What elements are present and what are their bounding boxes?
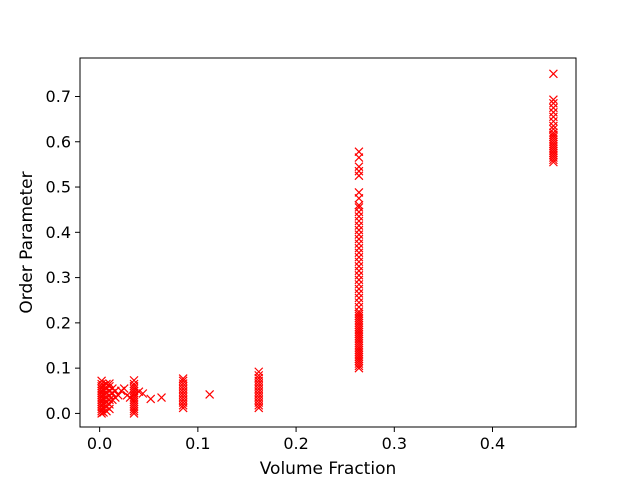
data-point — [354, 166, 364, 176]
data-point — [119, 384, 129, 393]
data-point — [354, 266, 364, 276]
data-points — [97, 69, 558, 418]
data-point — [178, 376, 188, 386]
data-point — [354, 162, 364, 172]
axes-frame — [79, 57, 577, 428]
data-point — [354, 275, 364, 285]
data-point — [354, 261, 364, 271]
data-point — [354, 202, 364, 212]
x-tick-label: 0.2 — [283, 434, 308, 453]
y-tick-label: 0.6 — [46, 132, 71, 151]
data-point — [146, 394, 156, 404]
y-tick-label: 0.2 — [46, 313, 71, 332]
data-point — [548, 103, 558, 113]
y-axis-ticks: 0.0 0.1 0.2 0.3 0.4 0.5 0.6 0.7 — [46, 87, 80, 423]
data-point — [354, 279, 364, 289]
data-point — [354, 225, 364, 235]
data-point — [138, 389, 148, 398]
data-point — [354, 221, 364, 230]
data-point — [354, 298, 364, 307]
data-point — [548, 124, 558, 134]
data-point — [354, 284, 364, 294]
data-point — [254, 370, 264, 380]
data-point — [113, 390, 123, 400]
data-point — [157, 393, 166, 402]
data-point — [129, 375, 139, 385]
y-tick-label: 0.4 — [46, 223, 71, 242]
data-point — [254, 367, 264, 377]
data-point — [354, 212, 364, 221]
data-point — [548, 112, 558, 122]
data-point — [354, 147, 364, 157]
data-point — [354, 309, 364, 319]
data-point — [354, 230, 364, 240]
data-point — [105, 379, 114, 388]
data-point — [354, 200, 364, 210]
y-tick-label: 0.5 — [46, 178, 71, 197]
data-point — [548, 69, 558, 79]
data-point — [354, 270, 364, 280]
data-point — [354, 252, 364, 262]
x-tick-label: 0.0 — [87, 434, 112, 453]
data-point — [354, 293, 364, 303]
y-axis-label: Order Parameter — [17, 171, 37, 313]
data-point — [178, 374, 188, 383]
data-point — [354, 302, 364, 312]
data-point — [129, 379, 139, 389]
x-axis-ticks: 0.0 0.1 0.2 0.3 0.4 — [87, 427, 505, 453]
x-tick-label: 0.4 — [480, 434, 505, 453]
data-point — [205, 389, 215, 399]
data-point — [354, 243, 364, 253]
data-point — [548, 98, 558, 108]
data-point — [354, 289, 364, 298]
data-point — [354, 248, 364, 258]
data-point — [354, 239, 364, 249]
data-point — [354, 234, 364, 244]
data-point — [254, 373, 264, 383]
data-point — [548, 95, 558, 105]
y-tick-label: 0.7 — [46, 87, 71, 106]
data-point — [548, 107, 558, 117]
data-point — [97, 376, 107, 386]
data-point — [354, 188, 364, 197]
x-axis-label: Volume Fraction — [260, 459, 397, 479]
y-tick-label: 0.1 — [46, 359, 71, 378]
x-tick-label: 0.3 — [382, 434, 407, 453]
y-tick-label: 0.3 — [46, 268, 71, 287]
y-tick-label: 0.0 — [46, 404, 71, 423]
data-point — [354, 257, 364, 267]
data-point — [548, 128, 558, 138]
data-point — [354, 171, 364, 181]
data-point — [354, 207, 364, 217]
data-point — [354, 216, 364, 226]
data-point — [548, 116, 558, 126]
x-tick-label: 0.1 — [185, 434, 210, 453]
